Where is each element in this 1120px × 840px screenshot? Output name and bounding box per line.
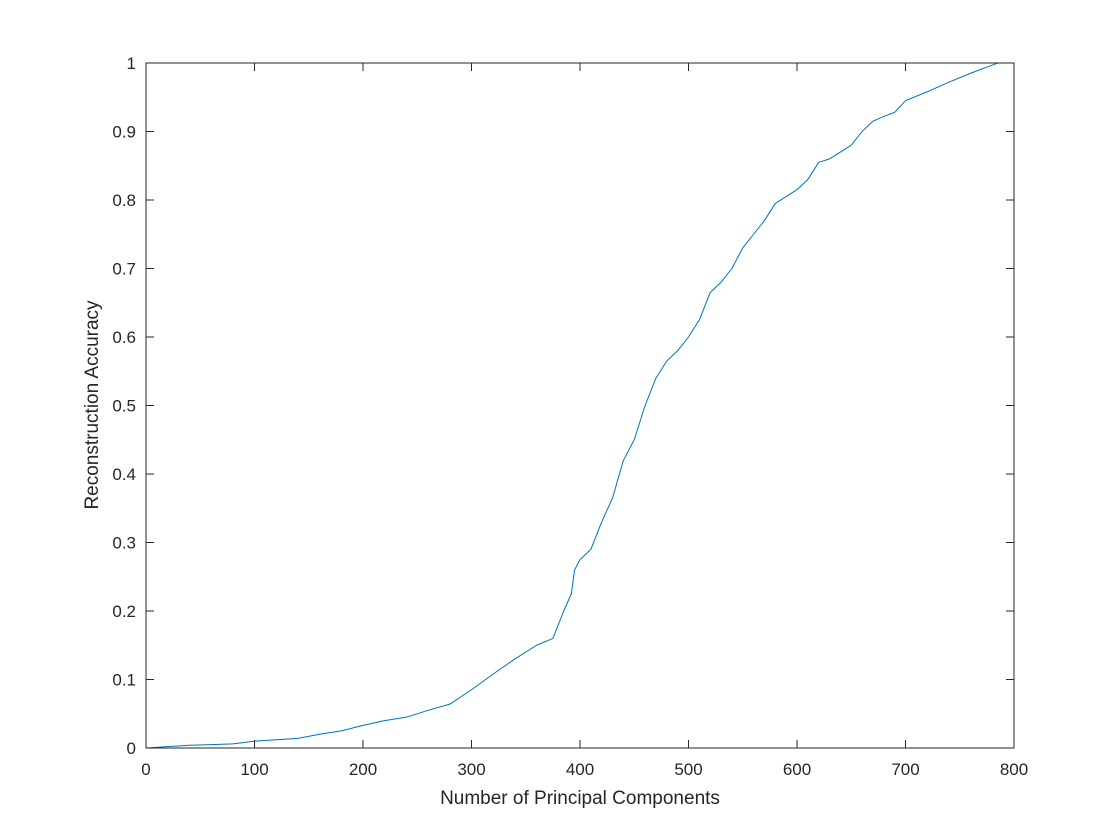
y-tick-label: 0.9: [112, 123, 136, 142]
x-tick-label: 300: [457, 760, 485, 779]
x-axis-label: Number of Principal Components: [440, 788, 720, 809]
series-line-0: [145, 62, 998, 749]
x-tick-label: 200: [349, 760, 377, 779]
y-tick-label: 0.8: [112, 191, 136, 210]
plot-frame: [145, 62, 1015, 749]
x-tick-label: 700: [891, 760, 919, 779]
plot-area: [146, 63, 1014, 748]
series-layer: [145, 62, 998, 749]
x-tick-label: 500: [674, 760, 702, 779]
y-tick-label: 0.6: [112, 328, 136, 347]
x-tick-label: 600: [783, 760, 811, 779]
x-tick-label: 400: [566, 760, 594, 779]
y-tick-label: 0.7: [112, 260, 136, 279]
y-tick-label: 0.5: [112, 397, 136, 416]
x-tick-label: 0: [141, 760, 150, 779]
y-tick-label: 0: [127, 739, 136, 758]
ticks-layer: 0 100 200 300 400 500 600 700 800 0 0.1 0.2 0.3 0.4 0.…: [112, 54, 1028, 779]
y-tick-label: 0.3: [112, 534, 136, 553]
y-axis-label: Reconstruction Accuracy: [82, 300, 103, 510]
x-tick-label: 800: [1000, 760, 1028, 779]
y-tick-label: 1: [127, 54, 136, 73]
y-tick-label: 0.4: [112, 465, 136, 484]
x-tick-label: 100: [240, 760, 268, 779]
y-tick-label: 0.1: [112, 671, 136, 690]
y-tick-label: 0.2: [112, 602, 136, 621]
